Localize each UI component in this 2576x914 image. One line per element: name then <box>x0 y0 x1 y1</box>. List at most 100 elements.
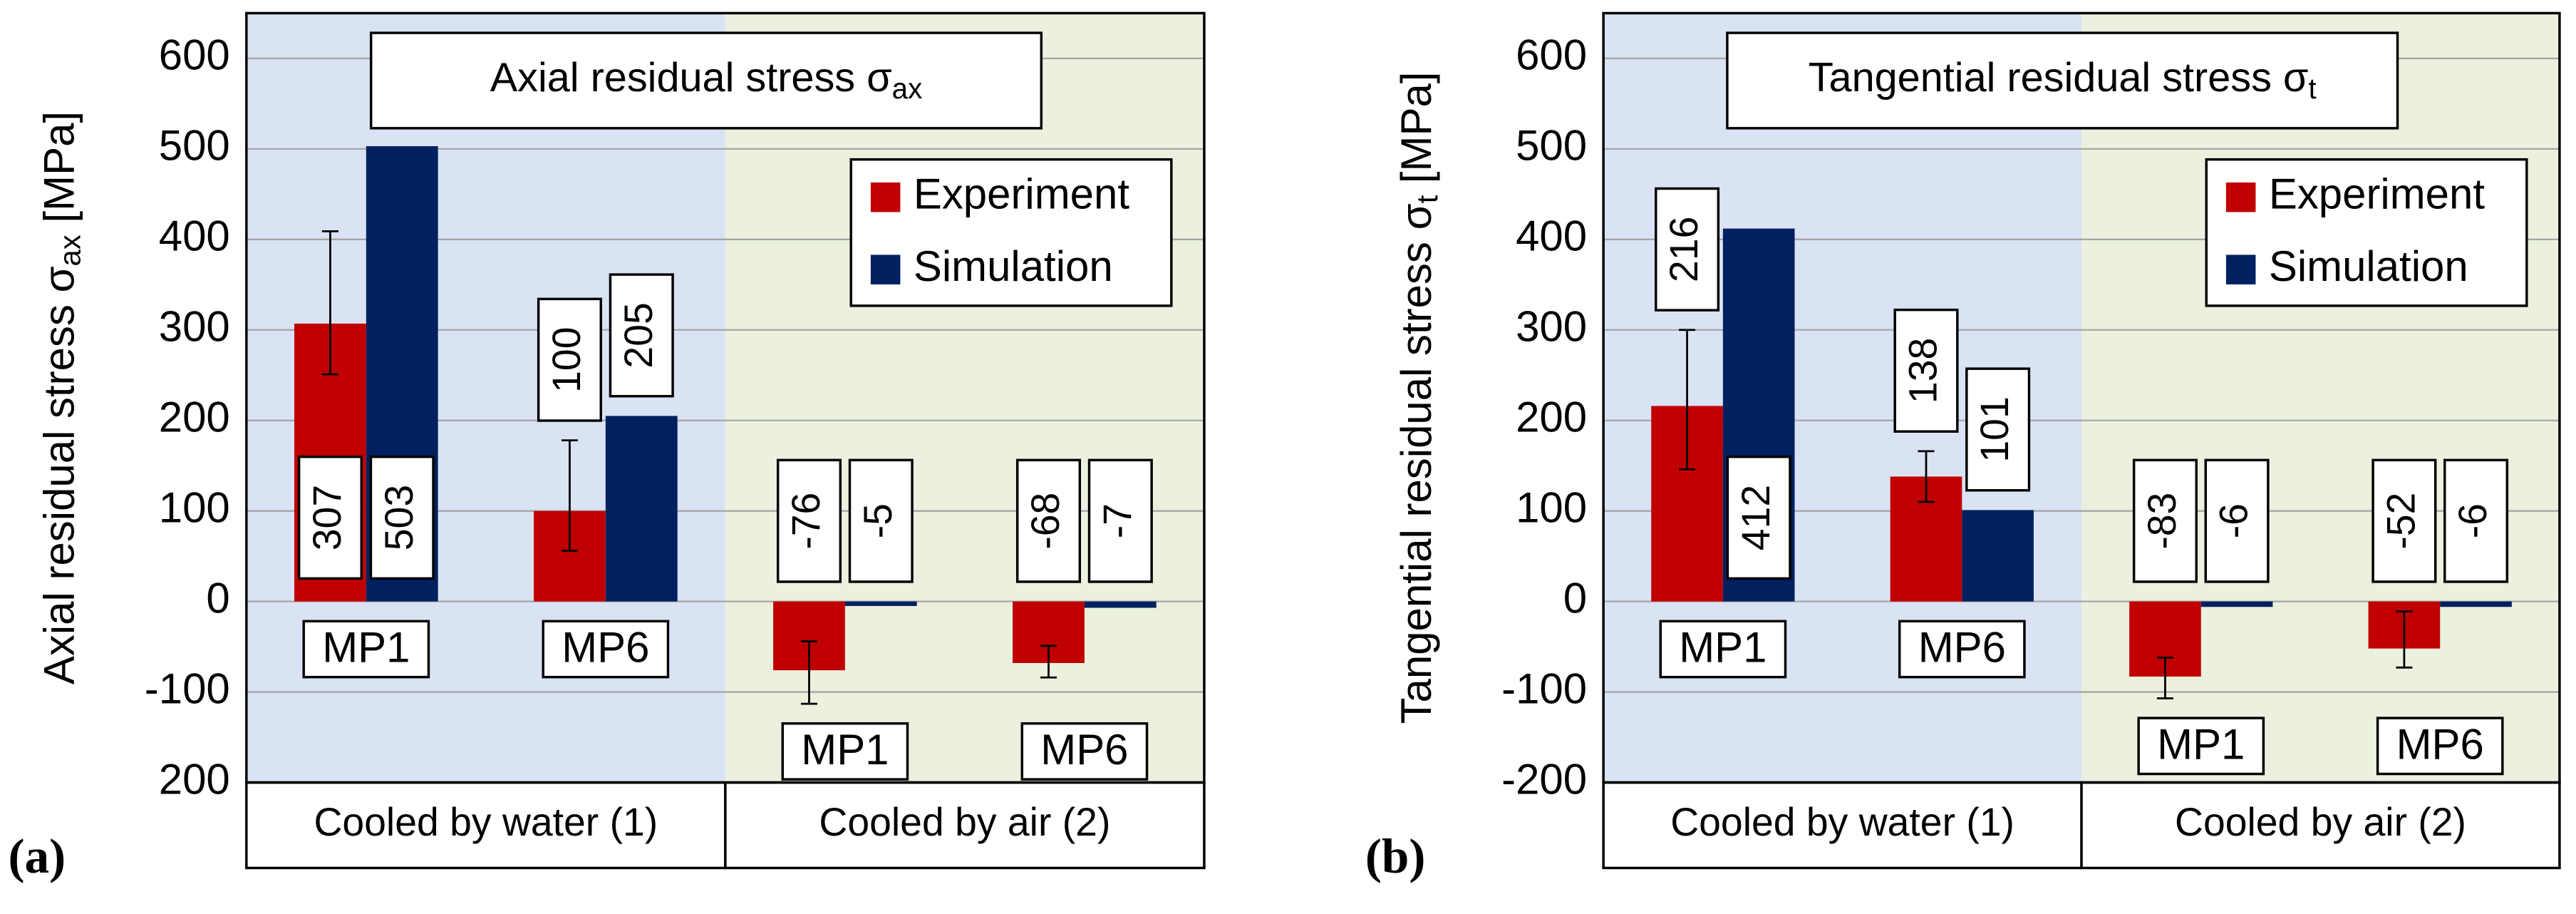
y-axis-label-suffix: [MPa] <box>1392 72 1440 195</box>
legend-swatch <box>2225 182 2256 212</box>
legend-swatch <box>870 255 901 284</box>
legend-swatch <box>2225 255 2256 284</box>
legend-label: Experiment <box>914 170 1129 218</box>
region-label: Cooled by air (2) <box>2175 800 2466 844</box>
category-box <box>2376 717 2504 776</box>
y-tick-label: 200 <box>159 755 230 803</box>
y-tick-label: 600 <box>159 31 230 79</box>
y-tick-label: -100 <box>1501 664 1587 712</box>
value-label: -5 <box>856 503 900 538</box>
category-box <box>542 620 670 679</box>
title-box <box>1726 31 2399 130</box>
value-label: 412 <box>1734 485 1778 550</box>
category-label: MP1 <box>1679 624 1767 672</box>
category-box <box>1659 620 1787 679</box>
y-tick-label: 100 <box>1516 484 1587 532</box>
value-label: 138 <box>1901 338 1945 404</box>
chart-title-subscript: t <box>2308 71 2316 104</box>
legend-label: Experiment <box>2269 170 2485 218</box>
legend-label: Simulation <box>914 242 1113 290</box>
y-tick-label: 600 <box>1516 31 1587 79</box>
value-label-box <box>2204 458 2270 583</box>
y-tick-label: -200 <box>1501 755 1587 803</box>
plot-border <box>245 11 1206 784</box>
y-axis-label-main: Tangential residual stress σ <box>1392 203 1440 724</box>
value-label-box <box>1087 458 1153 583</box>
table-cell <box>2080 781 2561 870</box>
legend-label: Simulation <box>2269 242 2468 290</box>
category-box <box>302 620 430 679</box>
value-label-box <box>2371 458 2437 583</box>
y-axis-label-suffix: [MPa] <box>35 111 83 235</box>
y-tick-label: 400 <box>1516 212 1587 260</box>
value-label-box <box>1893 308 1959 433</box>
value-label: -68 <box>1023 493 1067 550</box>
y-axis-label: Axial residual stress σax [MPa] <box>35 111 86 684</box>
category-label: MP1 <box>2157 720 2245 768</box>
table-cell <box>245 781 727 870</box>
value-label: -6 <box>2451 503 2495 538</box>
y-tick-label: 500 <box>159 122 230 170</box>
value-label: 100 <box>544 327 589 393</box>
category-box <box>1898 620 2026 679</box>
chart-title: Tangential residual stress σt <box>1809 55 2317 104</box>
value-label-box <box>297 455 363 580</box>
value-label-box <box>537 297 602 422</box>
value-label: 205 <box>616 302 661 368</box>
y-tick-label: 300 <box>159 303 230 351</box>
panel-label: (a) <box>9 828 66 883</box>
category-label: MP6 <box>1918 624 2006 672</box>
chart-title: Axial residual stress σax <box>490 55 923 104</box>
y-tick-label: 0 <box>206 574 229 622</box>
y-axis-label: Tangential residual stress σt [MPa] <box>1392 72 1444 724</box>
value-label: -6 <box>2212 503 2256 538</box>
category-box <box>1020 722 1149 781</box>
category-label: MP1 <box>801 726 889 774</box>
value-label-box <box>2132 458 2198 583</box>
value-label-box <box>2443 458 2509 583</box>
bar <box>844 601 917 606</box>
value-label: -83 <box>2140 493 2184 550</box>
bar <box>2200 601 2273 607</box>
bar <box>2440 601 2512 607</box>
region-label: Cooled by water (1) <box>314 800 658 844</box>
y-tick-label: 200 <box>159 394 230 441</box>
value-label: 101 <box>1972 396 2017 462</box>
region-label: Cooled by water (1) <box>1670 800 2014 844</box>
y-tick-label: 300 <box>1516 303 1587 351</box>
value-label: 216 <box>1662 217 1706 282</box>
value-label-box <box>1655 187 1720 312</box>
value-label-box <box>848 458 914 583</box>
category-box <box>781 722 909 781</box>
value-label-box <box>1965 367 2031 492</box>
category-box <box>2137 717 2265 776</box>
y-tick-label: 200 <box>1516 394 1587 441</box>
value-label: -52 <box>2379 493 2424 550</box>
legend-box <box>2205 158 2528 307</box>
value-label-box <box>776 458 842 583</box>
y-tick-label: 100 <box>159 484 230 532</box>
chart-title-subscript: ax <box>892 71 923 104</box>
y-axis-label-main: Axial residual stress σ <box>35 266 83 684</box>
value-label-box <box>369 455 435 580</box>
value-label: 307 <box>305 485 349 550</box>
category-label: MP6 <box>2396 720 2484 768</box>
title-box <box>369 31 1043 130</box>
bar <box>1084 601 1157 608</box>
value-label: -76 <box>784 493 828 550</box>
legend-swatch <box>870 182 901 212</box>
y-tick-label: 0 <box>1563 574 1587 622</box>
plot-border <box>1602 11 2561 784</box>
bar <box>605 416 678 602</box>
panel-label: (b) <box>1365 828 1426 883</box>
value-label-box <box>1015 458 1082 583</box>
chart-title-main: Tangential residual stress σ <box>1809 55 2309 101</box>
value-label: 503 <box>377 485 421 550</box>
y-axis-label-subscript: ax <box>53 235 87 266</box>
value-label: -7 <box>1095 503 1139 538</box>
legend-box <box>849 158 1173 307</box>
y-tick-label: 400 <box>159 212 230 260</box>
category-label: MP1 <box>322 624 410 672</box>
